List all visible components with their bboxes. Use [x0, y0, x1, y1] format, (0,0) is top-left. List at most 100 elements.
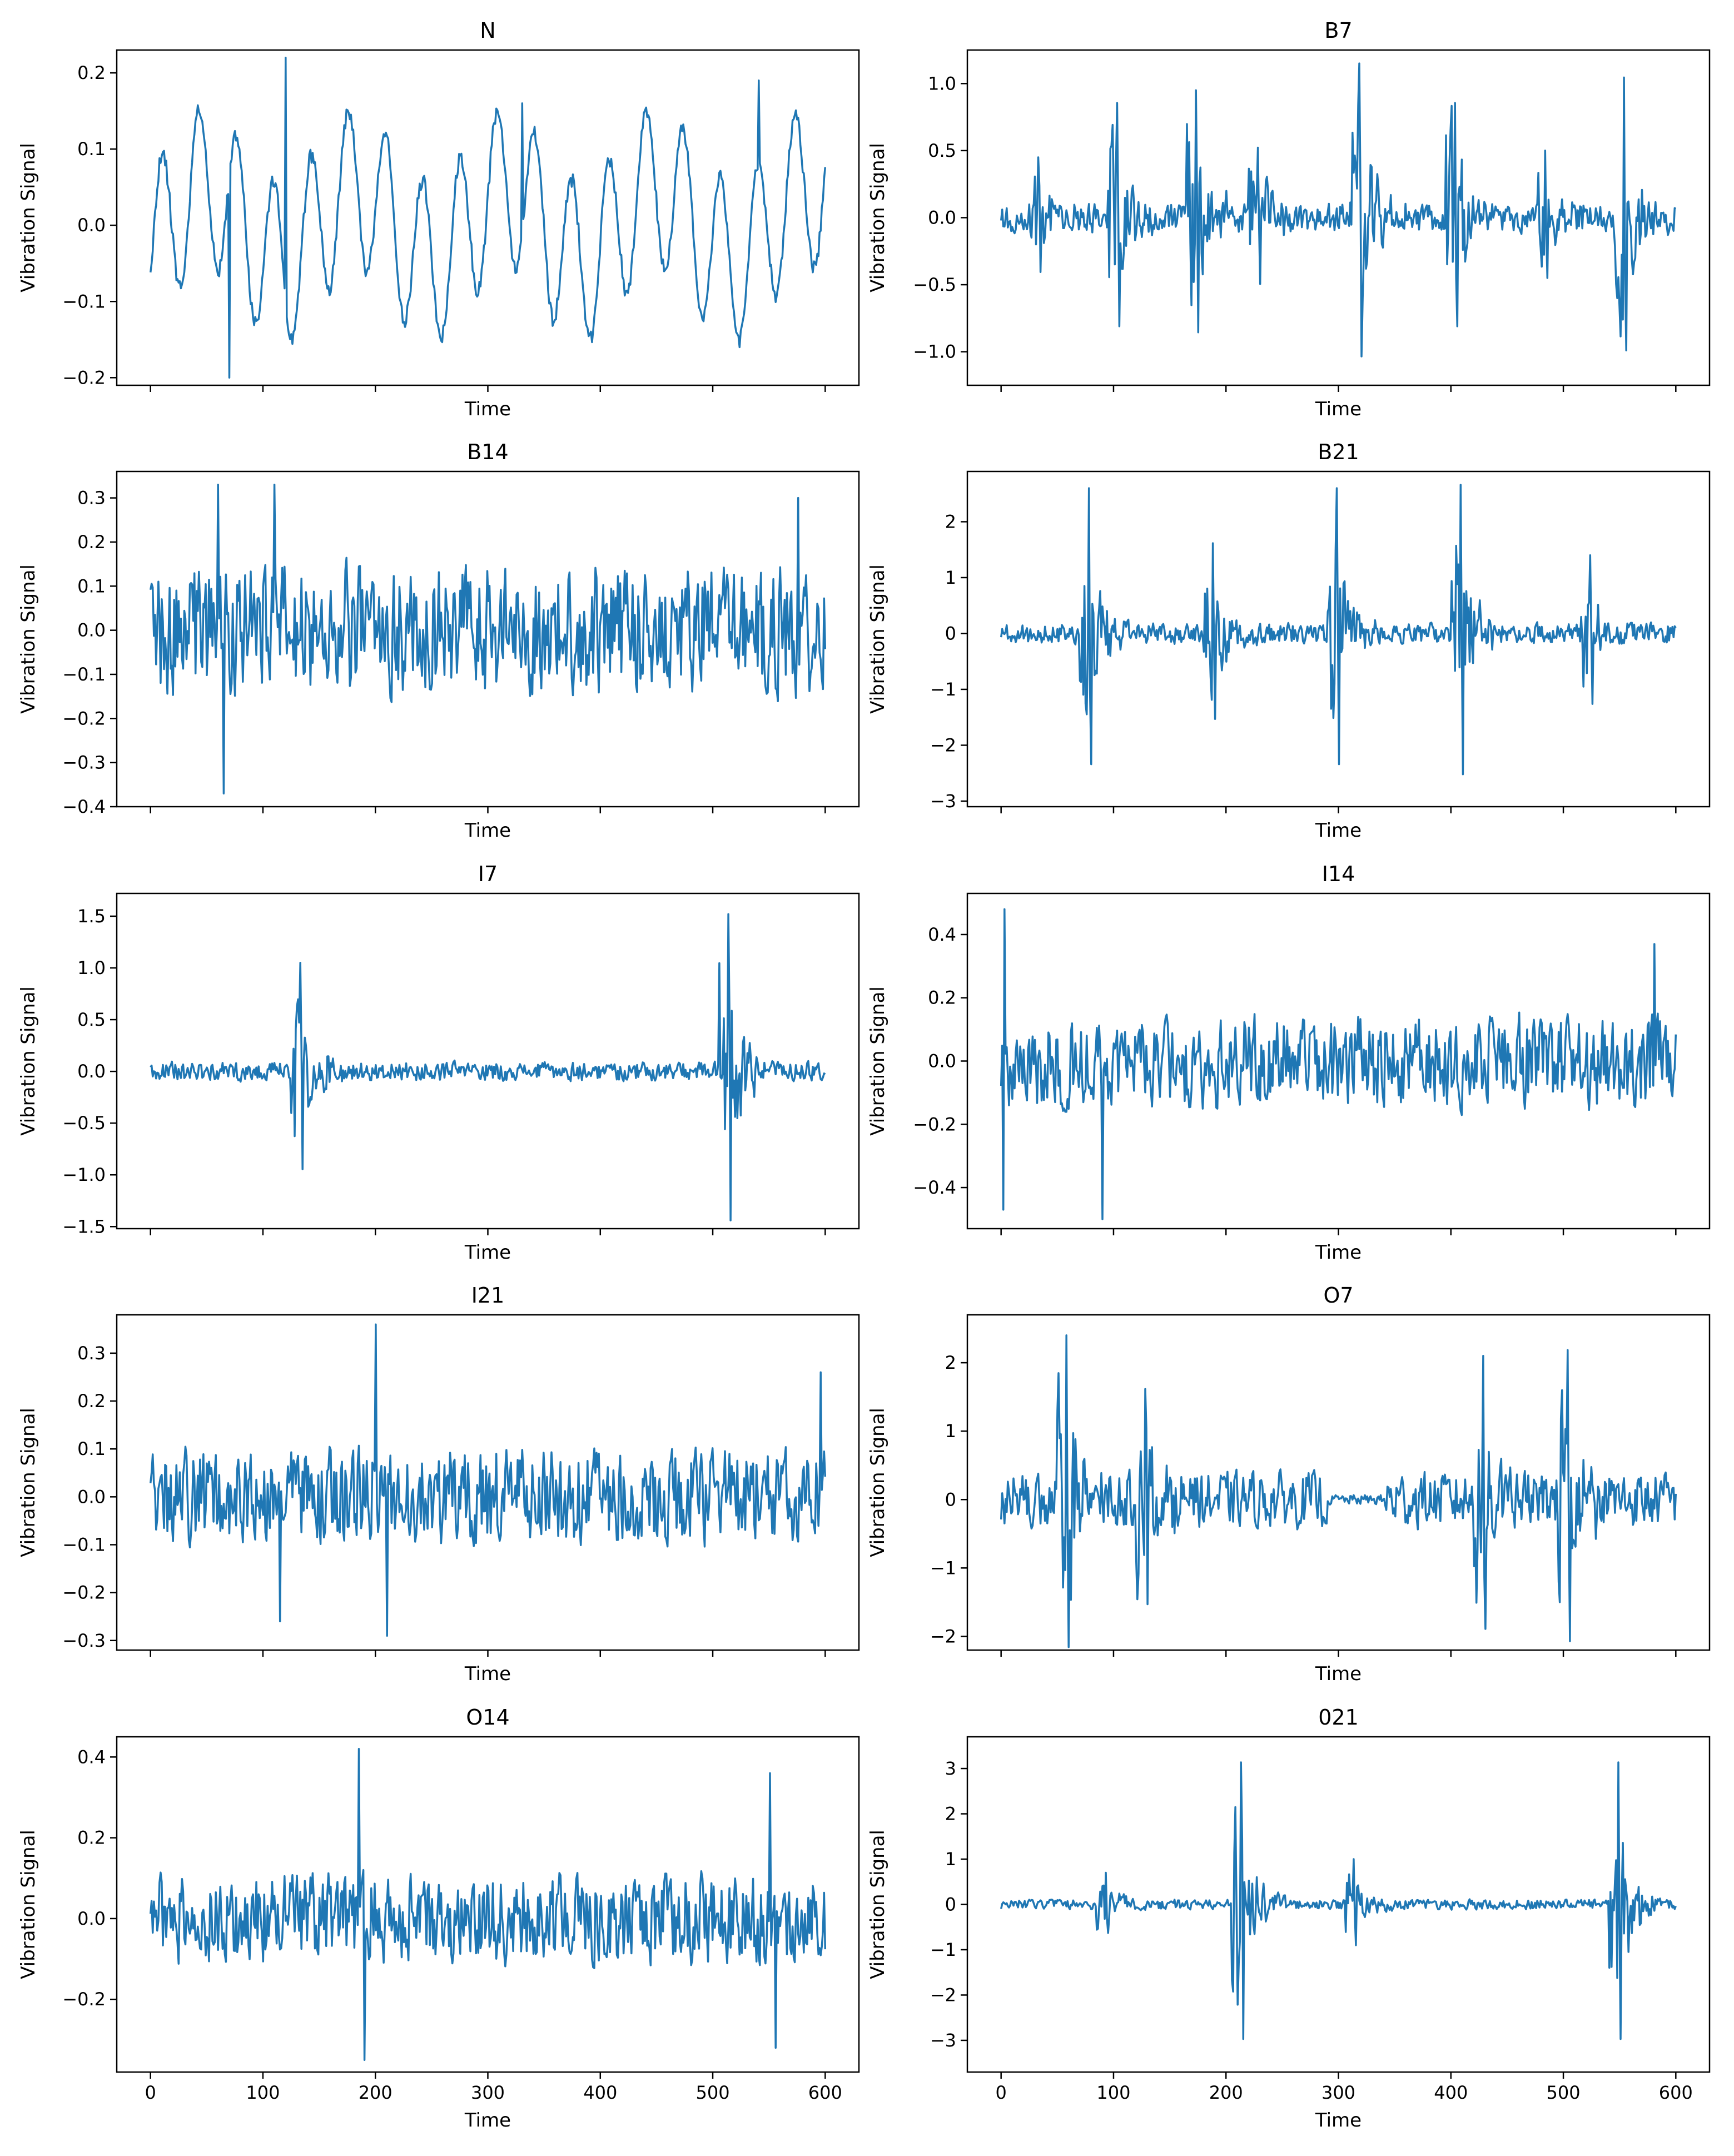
subplot-title: I21 — [471, 1283, 505, 1308]
y-tick-label: −1.0 — [62, 1164, 106, 1185]
y-axis-label: Vibration Signal — [867, 1408, 889, 1557]
x-tick-label: 600 — [808, 2082, 842, 2103]
subplot-title: B21 — [1318, 440, 1359, 464]
subplot-title: N — [480, 18, 495, 43]
y-tick-label: −3 — [930, 2030, 956, 2051]
y-tick-label: 0.5 — [77, 1009, 106, 1030]
x-axis-label: Time — [464, 819, 511, 842]
x-axis-label: Time — [464, 1663, 511, 1685]
y-tick-label: −0.5 — [62, 1112, 106, 1134]
signal-line — [149, 1323, 827, 1637]
y-tick-label: 1 — [945, 1420, 956, 1442]
y-tick-label: −1 — [930, 679, 956, 700]
y-axis-label: Vibration Signal — [867, 564, 889, 714]
y-tick-label: 1 — [945, 1849, 956, 1870]
y-axis-label: Vibration Signal — [867, 143, 889, 292]
subplot-title: O7 — [1323, 1283, 1353, 1308]
signal-line — [149, 484, 827, 794]
y-tick-label: −0.2 — [913, 1114, 956, 1135]
y-axis-label: Vibration Signal — [17, 564, 39, 714]
y-tick-label: −1 — [930, 1939, 956, 1960]
y-axis-label: Vibration Signal — [17, 143, 39, 292]
y-tick-label: 0.0 — [77, 215, 106, 236]
signal-line — [150, 913, 826, 1221]
subplot-1: B7 −1.0 −0.5 0.0 0.5 1.0 Time Vibration Signal — [867, 18, 1711, 420]
y-tick-label: 0.1 — [77, 575, 106, 597]
y-axis-label: Vibration Signal — [867, 1830, 889, 1979]
y-tick-label: 0.1 — [77, 138, 106, 160]
x-axis-label: Time — [464, 1241, 511, 1264]
y-tick-label: 1.0 — [77, 957, 106, 978]
x-tick-label: 100 — [246, 2082, 280, 2103]
y-tick-label: −0.3 — [62, 752, 106, 773]
y-tick-label: −1 — [930, 1557, 956, 1578]
y-tick-label: 1.5 — [77, 906, 106, 927]
y-tick-label: 0 — [945, 1489, 956, 1510]
y-tick-label: 0.5 — [928, 140, 956, 161]
x-axis-label: Time — [1315, 2109, 1362, 2132]
y-tick-label: −0.2 — [62, 367, 106, 388]
y-tick-label: 0.2 — [77, 62, 106, 83]
signal-line — [1000, 62, 1677, 357]
subplot-title: B7 — [1324, 18, 1352, 43]
subplot-title: I7 — [478, 862, 498, 886]
y-tick-label: 0 — [945, 1894, 956, 1915]
x-tick-label: 300 — [1321, 2082, 1355, 2103]
y-tick-label: 0.2 — [77, 1827, 106, 1849]
y-tick-label: 0.4 — [928, 924, 956, 945]
subplot-title: 021 — [1318, 1705, 1359, 1730]
signal-line — [149, 1748, 827, 2061]
x-tick-label: 300 — [471, 2082, 505, 2103]
y-tick-label: 0.2 — [928, 987, 956, 1009]
x-tick-label: 200 — [359, 2082, 392, 2103]
x-tick-label: 200 — [1209, 2082, 1243, 2103]
y-tick-label: −2 — [930, 1984, 956, 2005]
y-tick-label: 1.0 — [928, 73, 956, 94]
y-tick-label: 2 — [945, 1352, 956, 1373]
subplot-2: B14 −0.4 −0.3 −0.2 −0.1 0.0 0.1 0.2 0.3 Time Vibra… — [17, 440, 860, 842]
y-tick-label: 0.0 — [77, 1061, 106, 1082]
y-tick-label: −0.2 — [62, 1989, 106, 2010]
y-tick-label: 0.0 — [928, 1051, 956, 1072]
x-tick-label: 400 — [583, 2082, 617, 2103]
x-tick-label: 500 — [696, 2082, 730, 2103]
y-tick-label: −2 — [930, 734, 956, 756]
y-tick-label: −1.0 — [913, 341, 956, 362]
y-tick-label: 0.0 — [928, 207, 956, 228]
y-tick-label: 0.4 — [77, 1746, 106, 1767]
y-tick-label: −0.3 — [62, 1630, 106, 1651]
subplot-4: I7 −1.5 −1.0 −0.5 0.0 0.5 1.0 1.5 Time Vibration … — [17, 862, 860, 1264]
y-tick-label: 0.3 — [77, 488, 106, 509]
y-tick-label: 0.1 — [77, 1438, 106, 1459]
y-tick-label: −0.4 — [62, 796, 106, 817]
y-tick-label: 0.0 — [77, 1486, 106, 1507]
subplot-5: I14 −0.4 −0.2 0.0 0.2 0.4 Time Vibration Signal — [867, 862, 1711, 1264]
subplot-7: O7 −2 −1 0 1 2 Time Vibration Signal — [867, 1283, 1711, 1685]
x-axis-label: Time — [1315, 819, 1362, 842]
y-tick-label: −0.1 — [62, 664, 106, 685]
x-tick-label: 0 — [996, 2082, 1007, 2103]
y-tick-label: 2 — [945, 511, 956, 532]
subplot-6: I21 −0.3 −0.2 −0.1 0.0 0.1 0.2 0.3 Time Vibration… — [17, 1283, 860, 1685]
x-axis-label: Time — [464, 398, 511, 420]
y-tick-label: 0.0 — [77, 1908, 106, 1929]
y-axis-label: Vibration Signal — [17, 1830, 39, 1979]
y-tick-label: −0.2 — [62, 1582, 106, 1603]
y-tick-label: −0.5 — [913, 274, 956, 295]
signal-line — [1000, 908, 1677, 1220]
y-tick-label: −0.4 — [913, 1177, 956, 1198]
y-tick-label: −2 — [930, 1626, 956, 1647]
y-axis-label: Vibration Signal — [17, 1408, 39, 1557]
y-tick-label: 0.2 — [77, 1390, 106, 1412]
y-tick-label: 2 — [945, 1804, 956, 1825]
x-tick-label: 600 — [1659, 2082, 1693, 2103]
y-tick-label: 3 — [945, 1758, 956, 1779]
y-tick-label: 0.2 — [77, 531, 106, 553]
y-axis-label: Vibration Signal — [867, 986, 889, 1136]
subplot-3: B21 −3 −2 −1 0 1 2 Time Vibration Signal — [867, 440, 1711, 842]
x-tick-label: 100 — [1096, 2082, 1130, 2103]
subplot-0: N −0.2 −0.1 0.0 0.1 0.2 Time Vibration Signal — [17, 18, 860, 420]
signal-line — [149, 56, 827, 379]
y-tick-label: −3 — [930, 791, 956, 812]
